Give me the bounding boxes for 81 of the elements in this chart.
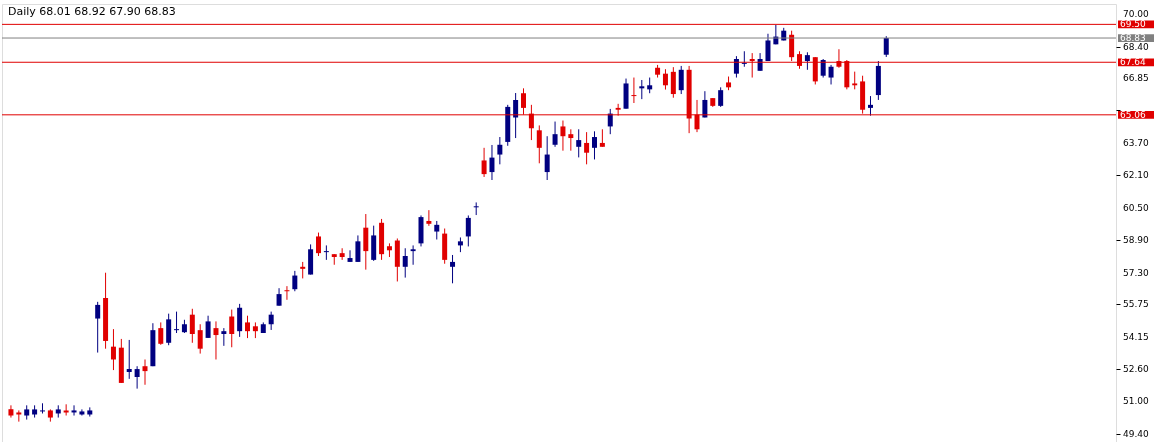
candlestick — [718, 86, 724, 108]
y-tick-label: 58.90 — [1123, 235, 1150, 246]
candlestick — [39, 402, 45, 414]
candlestick — [450, 254, 456, 284]
candlestick — [189, 308, 195, 344]
y-tick-label: 66.85 — [1123, 73, 1149, 84]
candlestick — [820, 58, 826, 79]
candlestick — [670, 66, 676, 99]
candlestick — [166, 313, 172, 346]
y-tick-label: 62.10 — [1123, 170, 1150, 181]
candlestick — [347, 249, 353, 263]
candlestick — [883, 35, 889, 58]
y-tick-label: 55.75 — [1123, 299, 1149, 310]
candlestick — [828, 64, 834, 85]
y-tick-label: 52.60 — [1123, 363, 1150, 374]
candlestick — [544, 135, 550, 181]
candlestick — [237, 303, 243, 338]
candlestick — [197, 323, 203, 355]
y-tick-label: 63.70 — [1123, 137, 1150, 148]
candlestick — [205, 315, 211, 339]
y-tick-label: 51.00 — [1123, 396, 1150, 407]
candlestick — [71, 404, 77, 417]
y-tick-label: 68.40 — [1123, 41, 1150, 52]
candlestick — [284, 285, 290, 301]
y-tick-label: 70.00 — [1123, 9, 1150, 20]
candlestick — [268, 311, 274, 331]
candlestick — [95, 301, 101, 354]
ref-line-label: 68.83 — [1120, 33, 1146, 44]
candlestick — [158, 321, 164, 346]
candlestick — [402, 247, 408, 279]
candlestick — [110, 328, 116, 371]
candlestick — [292, 270, 298, 292]
candlestick — [339, 247, 345, 261]
candlestick — [733, 55, 739, 79]
candlestick — [363, 213, 369, 271]
candlestick — [229, 309, 235, 348]
chart-title: Daily 68.01 68.92 67.90 68.83 — [8, 5, 176, 18]
candlestick — [245, 315, 251, 339]
candlestick — [79, 408, 85, 417]
ref-line-label: 69.50 — [1120, 19, 1147, 30]
candlestick — [536, 124, 542, 164]
candlestick — [741, 50, 747, 68]
candlestick — [489, 144, 495, 181]
ref-line-label: 65.06 — [1120, 109, 1147, 120]
candlestick — [584, 131, 590, 165]
candlestick — [134, 365, 140, 390]
candlestick — [434, 220, 440, 240]
candlestick — [8, 404, 14, 419]
y-tick-label: 49.40 — [1123, 428, 1150, 439]
candlestick — [63, 403, 69, 417]
candlestick — [560, 120, 566, 152]
candlestick — [867, 95, 873, 117]
candlestick — [221, 327, 227, 347]
candlestick — [410, 244, 416, 266]
candlestick — [631, 77, 637, 104]
candlestick — [678, 65, 684, 95]
y-tick-label: 57.30 — [1123, 267, 1150, 278]
y-tick-label: 54.15 — [1123, 332, 1149, 343]
candlestick — [552, 121, 558, 148]
candlestick — [576, 128, 582, 158]
candlestick — [16, 409, 22, 423]
candlestick — [473, 201, 479, 216]
candlestick — [765, 33, 771, 62]
candlestick — [497, 136, 503, 165]
candlestick — [174, 311, 180, 334]
candlestick — [213, 320, 219, 360]
candlestick — [513, 92, 519, 139]
candlestick — [639, 79, 645, 100]
candlestick — [315, 232, 321, 257]
ref-line-label: 67.64 — [1120, 57, 1147, 68]
candlestick — [355, 234, 361, 263]
candlestick — [568, 128, 574, 152]
candlestick — [426, 209, 432, 227]
candlestick — [591, 130, 597, 160]
candlestick — [662, 68, 668, 91]
candlestick — [323, 244, 329, 261]
candlestick — [126, 339, 132, 380]
y-tick-label: 60.50 — [1123, 202, 1150, 213]
candlestick — [481, 147, 487, 178]
candlestick — [142, 358, 148, 386]
candlestick — [465, 214, 471, 247]
